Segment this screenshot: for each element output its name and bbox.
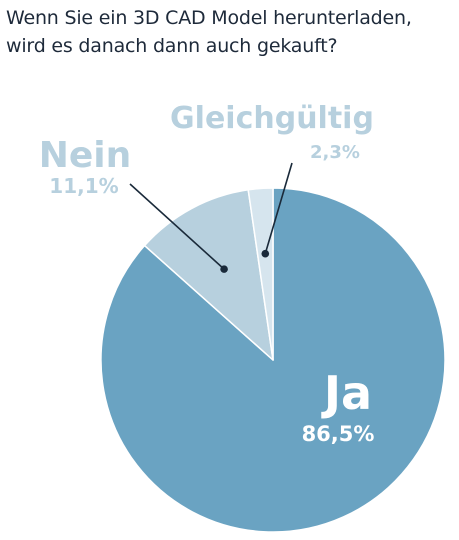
leader-line-gleichgueltig-dot [261, 249, 270, 258]
slice-value-gleichgueltig: 2,3% [310, 142, 360, 163]
slice-value-nein: 11,1% [49, 174, 118, 198]
slice-value-ja: 86,5% [302, 422, 375, 446]
slice-label-gleichgueltig: Gleichgültig [170, 101, 374, 136]
chart-title: Wenn Sie ein 3D CAD Model herunterladen,… [6, 4, 456, 60]
leader-line-nein [129, 183, 225, 270]
pie-slice-nein [143, 189, 274, 361]
leader-line-nein-dot [220, 265, 228, 273]
chart-title-line-1: Wenn Sie ein 3D CAD Model herunterladen, [6, 7, 412, 29]
pie-slice-gleichgultig [247, 187, 274, 361]
leader-line-gleichgueltig [264, 162, 293, 254]
slice-label-ja: Ja [321, 366, 372, 420]
chart-title-line-2: wird es danach dann auch gekauft? [6, 35, 338, 57]
slice-label-nein: Nein [39, 135, 132, 176]
